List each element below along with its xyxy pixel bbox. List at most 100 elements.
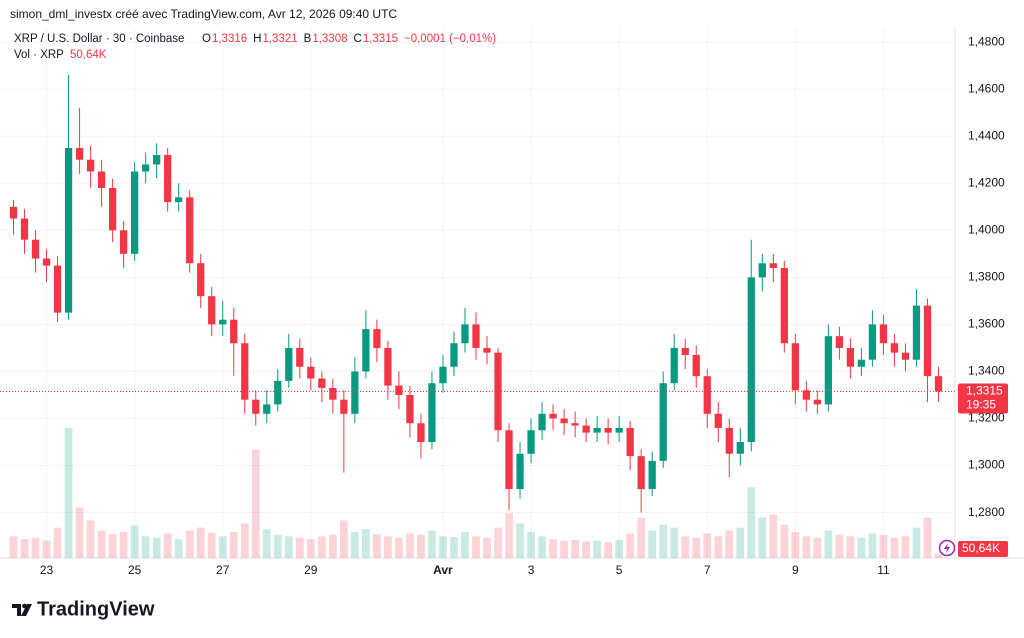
x-tick-label: 27 [216,563,230,577]
candle-body [362,329,370,372]
volume-bar [758,517,767,558]
candle-body [857,359,866,367]
candle-body [461,324,469,344]
candle-body [175,197,183,203]
volume-bar [284,536,293,558]
candle-body [802,390,810,400]
volume-bar [362,529,370,558]
volume-bar [626,533,635,558]
x-tick-label: 9 [792,563,799,577]
x-tick-label: 25 [128,563,142,577]
candle-body [769,263,777,268]
volume-bar [769,514,778,558]
volume-bar [505,513,513,558]
candle-body [130,171,139,254]
candle-body [527,430,535,454]
volume-bar [373,534,381,558]
candle-body [615,427,623,433]
candle-body [758,263,766,278]
x-tick-label: Avr [433,563,453,577]
candle-body [637,456,645,490]
volume-bar [494,527,502,558]
candle-body [901,352,910,360]
candle-body [593,427,601,433]
ohlc-key: O [202,33,211,45]
candle-body [549,413,557,419]
candle-body [626,427,634,457]
candle-body [252,399,260,414]
change: −0,0001 (−0,01%) [404,33,496,45]
volume-bar [262,529,271,558]
candle-body [582,425,590,433]
volume-bar [450,537,458,558]
volume-bar [615,539,623,558]
y-tick-label: 1,3000 [968,458,1005,472]
volume-bar [846,536,855,558]
candle-body [285,347,293,381]
y-tick-label: 1,4400 [968,128,1005,142]
x-tick-label: 5 [616,563,623,577]
volume-bar [317,536,326,558]
candle-body [516,453,524,490]
candle-body [791,343,799,391]
attribution: simon_dml_investx créé avec TradingView.… [10,7,397,21]
volume-value: 50,64K [70,49,107,61]
y-tick-label: 1,4200 [968,175,1005,189]
volume-bar [703,533,712,558]
volume-bar [351,532,359,558]
volume-bar [593,540,601,558]
volume-bar [64,428,73,558]
y-tick-label: 1,4600 [968,81,1005,95]
candle-body [879,324,888,344]
candle-body [9,206,18,219]
volume-bar [868,533,877,558]
volume-bar [196,527,205,558]
volume-name: Vol · XRP [14,49,64,61]
candle-body [329,387,337,400]
x-tick-label: 3 [528,563,535,577]
candle-body [351,371,359,414]
volume-bar [461,532,469,558]
candle-body [747,277,755,443]
candle-body [296,347,304,367]
volume-bar [791,532,800,558]
ohlc-key: H [253,33,261,45]
volume-bar [802,536,811,558]
ohlc-value: 1,3321 [262,33,297,45]
volume-bar [659,524,668,558]
volume-bar [141,536,150,558]
candle-body [505,430,513,490]
candle-body [934,376,943,392]
candle-body [208,296,216,325]
volume-bar [174,539,183,558]
volume-badge-label: 50,64K [962,541,1000,555]
volume-bar [9,536,18,558]
countdown: 19:35 [966,398,996,412]
volume-bar [417,534,425,558]
brand: TradingView [37,598,155,620]
volume-bar [736,527,745,558]
candle-body [439,366,447,384]
candle-body [714,413,722,428]
volume-bar [229,532,238,558]
candle-body [813,399,821,405]
ohlc-value: 1,3315 [363,33,398,45]
volume-bar [879,534,888,558]
volume-bar [207,532,216,558]
candle-body [384,347,392,386]
x-tick-label: 7 [704,563,711,577]
volume-bar [747,487,756,558]
volume-bar [582,541,590,558]
candle-body [725,427,733,454]
volume-bar [218,536,227,558]
volume-bar [670,527,679,558]
volume-bar [75,507,84,558]
candle-body [912,305,921,360]
candle-body [42,258,51,266]
legend: XRP / U.S. Dollar · 30 · Coinbase Vol · … [14,33,496,61]
candle-body [119,230,128,254]
volume-bar [934,554,943,558]
volume-bar [648,530,657,558]
